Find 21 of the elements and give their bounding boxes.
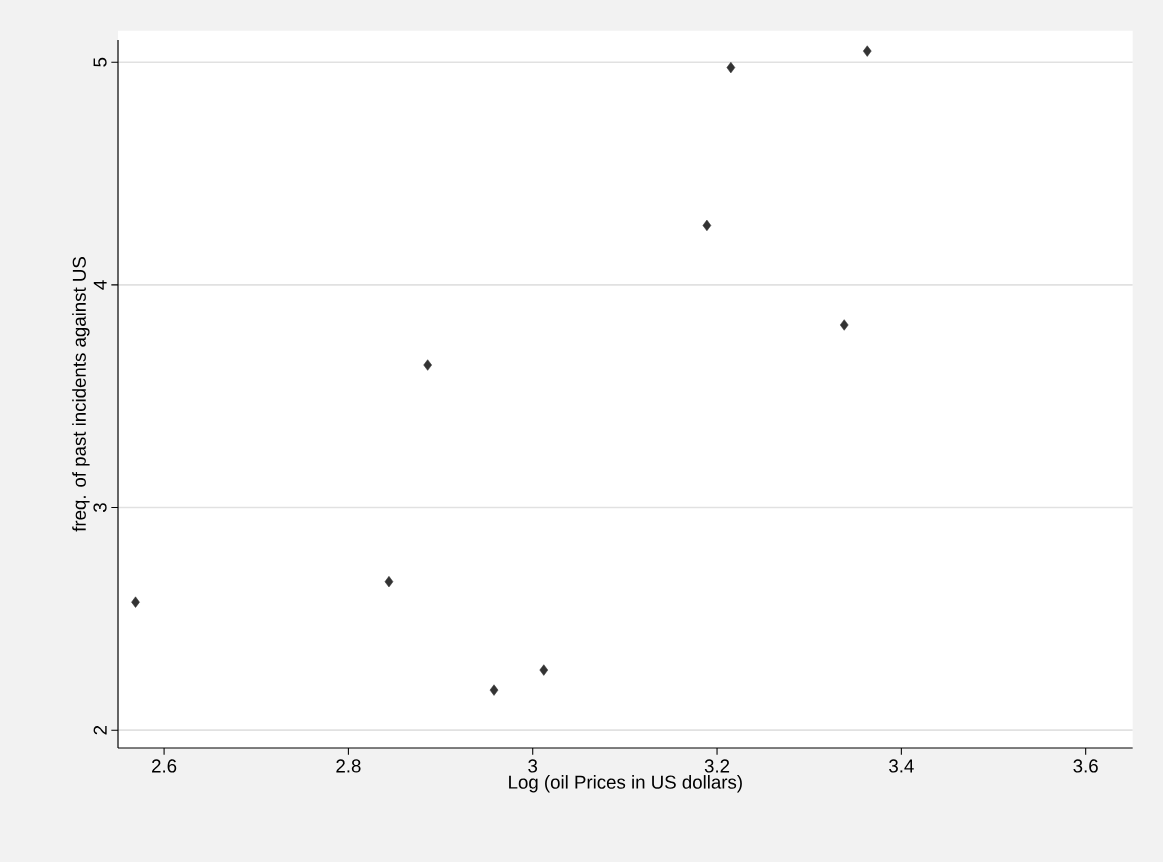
point xyxy=(539,664,549,676)
y-tick-label: 2 xyxy=(93,725,107,735)
x-tick-label: 3.6 xyxy=(1073,759,1098,773)
y-axis-title: freq. of past incidents against US xyxy=(72,257,90,532)
x-tick-label: 3.4 xyxy=(889,759,914,773)
point xyxy=(131,596,140,608)
point xyxy=(702,219,712,232)
point xyxy=(384,576,394,588)
point xyxy=(726,61,736,74)
x-tick-label: 2.8 xyxy=(336,759,361,773)
point xyxy=(489,684,499,696)
x-tick-label: 3 xyxy=(528,759,538,773)
point xyxy=(839,319,849,331)
y-tick-label: 5 xyxy=(93,57,107,67)
point xyxy=(423,359,432,371)
x-tick-label: 3.2 xyxy=(704,759,730,773)
y-tick-label: 4 xyxy=(93,280,107,290)
x-tick-label: 2.6 xyxy=(152,759,177,773)
point xyxy=(862,45,872,57)
y-tick-label: 3 xyxy=(93,503,107,513)
x-axis-title: Log (oil Prices in US dollars) xyxy=(509,775,742,793)
